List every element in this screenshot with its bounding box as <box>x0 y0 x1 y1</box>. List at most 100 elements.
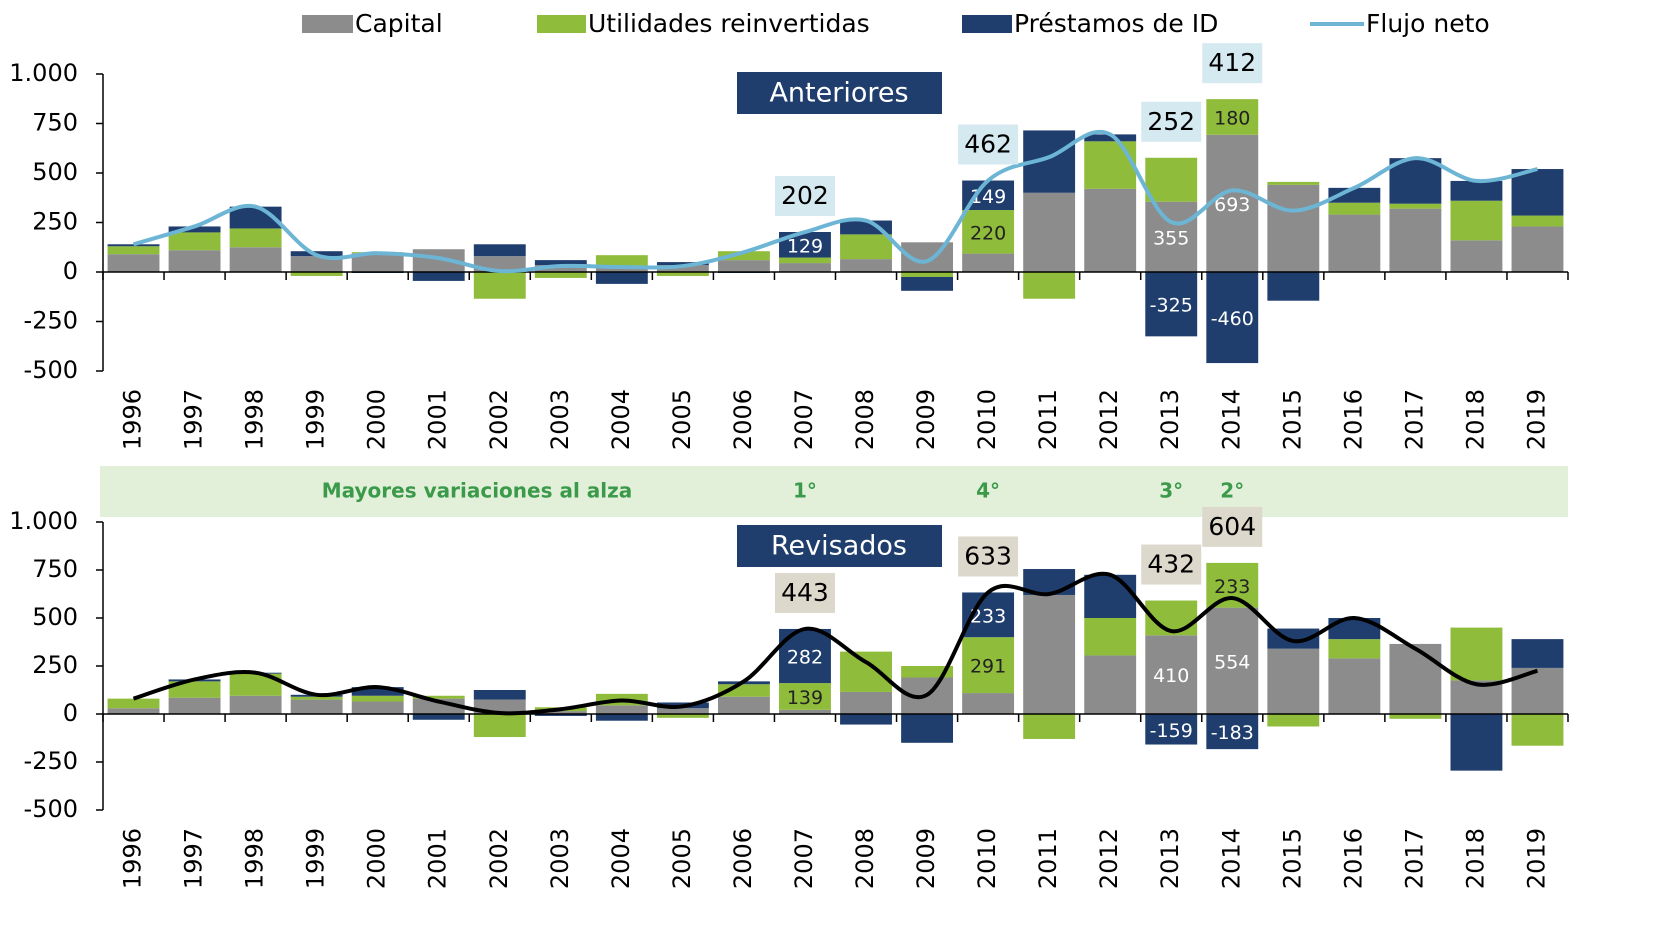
net-label-box <box>774 572 835 613</box>
x-tick-label: 2017 <box>1400 828 1428 889</box>
bar-label: 129 <box>787 235 823 257</box>
x-tick-label: 2011 <box>1034 828 1062 889</box>
bar-segment <box>534 272 587 278</box>
bar-segment <box>1328 214 1381 272</box>
x-tick-label: 2005 <box>668 389 696 450</box>
bar-segment <box>656 708 709 714</box>
x-tick-label: 1999 <box>302 828 330 889</box>
bar-segment <box>901 714 954 743</box>
y-tick-label: -250 <box>24 747 78 775</box>
bar-segment <box>840 220 892 235</box>
x-tick-label: 2007 <box>790 828 818 889</box>
rank-label: 2° <box>1220 479 1244 503</box>
x-tick-label: 2019 <box>1522 389 1550 450</box>
y-tick-label: 1.000 <box>9 59 78 87</box>
net-flow-line <box>132 571 1538 716</box>
bar-segment <box>473 272 526 299</box>
net-label-box <box>1141 544 1202 585</box>
bar-segment <box>473 690 526 700</box>
net-label: 633 <box>964 541 1012 570</box>
bar-segment <box>351 253 404 272</box>
x-tick-label: 2008 <box>851 389 879 450</box>
bar-label: 554 <box>1214 651 1250 673</box>
bar-segment <box>1450 714 1503 771</box>
bar-segment <box>840 259 892 272</box>
bar-segment <box>1389 643 1442 714</box>
bar-segment <box>1450 240 1503 272</box>
x-tick-label: 2014 <box>1217 389 1245 450</box>
bar-segment <box>1389 208 1442 272</box>
bar-segment <box>1206 99 1259 135</box>
rank-label: 3° <box>1159 479 1183 503</box>
legend-label: Flujo neto <box>1366 9 1490 38</box>
y-tick-label: 0 <box>63 699 78 727</box>
x-tick-label: 2006 <box>729 389 757 450</box>
net-label-box <box>774 176 835 217</box>
bar-segment <box>168 232 221 251</box>
net-label-box <box>1202 43 1263 84</box>
net-label: 412 <box>1208 48 1256 77</box>
bar-label: 233 <box>1214 576 1250 598</box>
bar-segment <box>1206 562 1259 608</box>
bar-label: -325 <box>1150 295 1193 317</box>
bar-segment <box>1084 134 1137 142</box>
bar-segment <box>1267 181 1320 185</box>
x-tick-label: 1999 <box>302 389 330 450</box>
x-tick-label: 2002 <box>485 828 513 889</box>
x-tick-label: 1998 <box>241 828 269 889</box>
x-tick-label: 2009 <box>912 828 940 889</box>
net-label: 462 <box>964 130 1012 159</box>
rank-label: 4° <box>976 479 1000 503</box>
legend-label: Utilidades reinvertidas <box>588 9 870 38</box>
bar-segment <box>107 244 160 247</box>
bar-segment <box>656 262 709 266</box>
bar-segment <box>168 681 221 698</box>
bar-segment <box>107 254 160 272</box>
legend-label: Capital <box>355 9 443 38</box>
bar-segment <box>1450 627 1503 681</box>
panel-title: Revisados <box>771 531 907 562</box>
net-flow-line <box>132 130 1538 274</box>
bar-label: -183 <box>1211 722 1254 744</box>
bar-segment <box>1450 200 1503 241</box>
x-tick-label: 2016 <box>1339 828 1367 889</box>
bar-segment <box>1145 201 1198 272</box>
x-tick-label: 2006 <box>729 828 757 889</box>
bar-label: -460 <box>1211 308 1254 330</box>
net-label: 252 <box>1147 107 1195 136</box>
x-tick-label: 2004 <box>607 389 635 450</box>
bar-segment <box>290 696 343 700</box>
x-tick-label: 2012 <box>1095 828 1123 889</box>
x-tick-label: 2013 <box>1156 389 1184 450</box>
bar-segment <box>779 263 831 272</box>
x-tick-label: 2011 <box>1034 389 1062 450</box>
x-tick-label: 2001 <box>424 389 452 450</box>
bar-segment <box>229 247 282 272</box>
bar-segment <box>717 696 770 714</box>
bar-segment <box>962 637 1015 694</box>
bar-segment <box>412 714 465 720</box>
bar-segment <box>1084 574 1137 618</box>
bar-segment <box>229 673 282 696</box>
bar-segment <box>168 250 221 272</box>
bar-segment <box>1145 635 1198 714</box>
bar-segment <box>1023 272 1076 299</box>
bar-label: 355 <box>1153 227 1189 249</box>
x-tick-label: 2007 <box>790 389 818 450</box>
bar-segment <box>1145 272 1198 337</box>
net-label: 432 <box>1147 550 1195 579</box>
bar-segment <box>1450 180 1503 201</box>
bar-label: 282 <box>787 647 823 669</box>
bar-segment <box>534 714 587 716</box>
bar-segment <box>1389 714 1442 719</box>
bar-segment <box>290 272 343 276</box>
bar-segment <box>168 226 221 233</box>
bar-segment <box>840 651 892 692</box>
y-tick-label: -500 <box>24 356 78 384</box>
x-tick-label: 2003 <box>546 389 574 450</box>
x-tick-label: 2018 <box>1461 828 1489 889</box>
bar-segment <box>1511 226 1564 272</box>
bar-segment <box>1267 272 1320 301</box>
bar-segment <box>473 714 526 738</box>
x-tick-label: 2000 <box>363 828 391 889</box>
